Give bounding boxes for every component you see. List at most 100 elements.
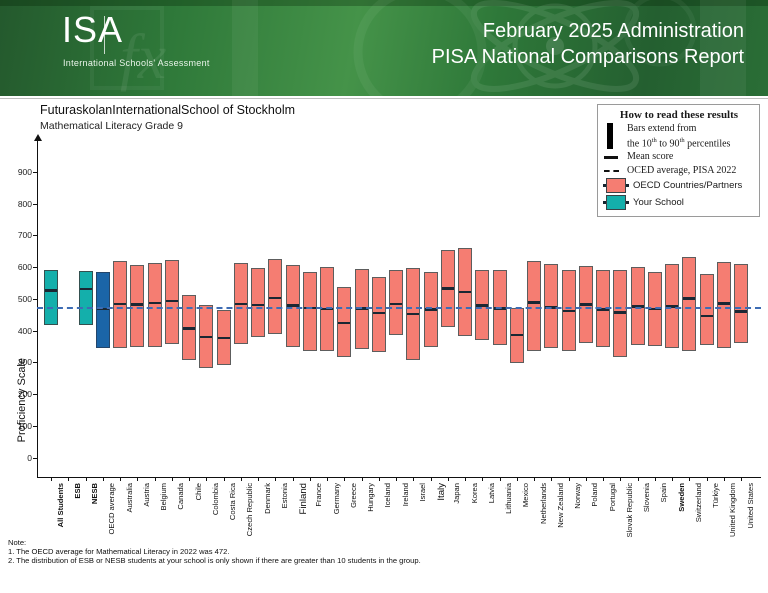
x-tick-mark (534, 477, 535, 481)
isa-logo-divider (104, 16, 105, 54)
y-tick-mark (33, 425, 37, 427)
mean-score-line (407, 312, 420, 316)
y-tick-label: 700 (17, 230, 32, 241)
x-tick-mark (378, 477, 380, 481)
note-line-2: 2. The distribution of ESB or NESB stude… (8, 555, 421, 565)
chart-subtitle: Mathematical Literacy Grade 9 (40, 120, 183, 132)
mean-score-line (700, 314, 713, 318)
header-banner: fx ISA International Schools' Assessment… (0, 0, 768, 96)
percentile-bar (509, 308, 524, 364)
percentile-bar (302, 271, 317, 351)
mean-score-line (252, 303, 264, 307)
percentile-bar (285, 265, 300, 347)
category-label: Austria (141, 483, 151, 507)
legend-countries-label: OECD Countries/Partners (633, 180, 743, 192)
percentile-bar (561, 270, 576, 352)
category-label: Denmark (262, 483, 272, 514)
percentile-bar (268, 259, 283, 334)
x-tick-mark (551, 477, 553, 481)
x-axis (37, 477, 761, 478)
mean-score-line (45, 289, 57, 292)
x-tick-mark (85, 477, 87, 481)
legend-item-oecd-average: OCED average, PISA 2022 (603, 165, 755, 177)
category-label: United States (745, 483, 755, 529)
x-tick-mark (154, 477, 156, 481)
x-tick-mark (568, 477, 570, 481)
percentile-bar (354, 269, 369, 350)
mean-score-line (165, 299, 178, 303)
category-label: Czech Republic (245, 483, 255, 537)
x-tick-mark (223, 477, 225, 481)
category-label: Finland (298, 483, 309, 515)
mean-score-line (648, 307, 661, 311)
school-bar-swatch-icon (603, 195, 633, 211)
category-label: NESB (90, 483, 99, 505)
mean-score-line (528, 301, 540, 304)
isa-logo-subtitle: International Schools' Assessment (63, 58, 210, 68)
percentile-bar (699, 274, 714, 346)
y-tick-label: 600 (17, 262, 32, 272)
banner-top-strip (0, 0, 768, 6)
x-tick-mark (482, 477, 484, 481)
legend-item-your-school: Your School (603, 195, 755, 211)
category-label: Lithuania (504, 483, 513, 514)
percentile-bar (682, 257, 697, 352)
x-tick-mark (620, 477, 622, 481)
category-label: Estonia (279, 483, 289, 509)
percentile-bar (78, 270, 93, 326)
y-tick-label: 500 (17, 293, 32, 304)
percentile-bar (337, 286, 352, 357)
legend-school-label: Your School (633, 197, 684, 209)
percentile-bar (251, 268, 265, 338)
category-label: Germany (331, 483, 341, 515)
percentile-bar (734, 264, 748, 344)
note-heading: Note: (8, 538, 27, 547)
x-tick-mark (258, 477, 259, 481)
legend-box: How to read these results Bars extend fr… (597, 104, 760, 218)
mean-score-line (683, 297, 696, 300)
x-tick-mark (396, 477, 397, 481)
mean-score-line (666, 305, 678, 308)
x-tick-mark (516, 477, 518, 481)
category-label: Türkiye (711, 483, 720, 508)
category-label: United Kingdom (728, 483, 738, 538)
category-label: Iceland (383, 483, 393, 508)
x-tick-mark (171, 477, 173, 481)
x-tick-mark (120, 477, 121, 481)
y-tick-mark (33, 330, 37, 332)
percentile-bar (716, 262, 731, 349)
x-tick-mark (723, 477, 725, 481)
category-label: New Zealand (555, 483, 565, 528)
mean-score-line (234, 302, 247, 306)
x-tick-mark (706, 477, 708, 481)
percentile-bar (423, 271, 438, 347)
legend-item-oecd-countries: OECD Countries/Partners (603, 178, 755, 194)
x-tick-mark (741, 477, 742, 481)
percentile-bar (371, 276, 386, 352)
mean-score-line (321, 307, 333, 311)
category-label: Hungary (366, 483, 375, 512)
percentile-bar (147, 262, 162, 348)
percentile-bar (527, 260, 541, 352)
banner-decor-science-pattern: fx (90, 0, 746, 96)
category-label: Mexico (521, 483, 531, 508)
y-tick-label: 200 (17, 389, 32, 399)
category-label: Norway (573, 483, 582, 509)
mean-score-line (79, 287, 92, 291)
x-tick-mark (206, 477, 208, 481)
mean-score-line (614, 311, 627, 314)
percentile-bar (130, 265, 145, 347)
y-tick-label: 900 (17, 166, 32, 177)
category-label: Israel (417, 483, 427, 502)
mean-score-line (597, 308, 609, 311)
percentile-bar (164, 260, 179, 345)
school-name-title: FuturaskolanInternationalSchool of Stock… (40, 103, 296, 117)
category-label: Australia (124, 483, 134, 513)
black-bar-icon (603, 123, 627, 149)
mean-score-line (390, 302, 402, 306)
category-label: Switzerland (693, 483, 703, 523)
legend-oecd-average-label: OCED average, PISA 2022 (627, 164, 737, 176)
percentile-bar (182, 294, 196, 361)
category-label: Greece (348, 483, 358, 508)
